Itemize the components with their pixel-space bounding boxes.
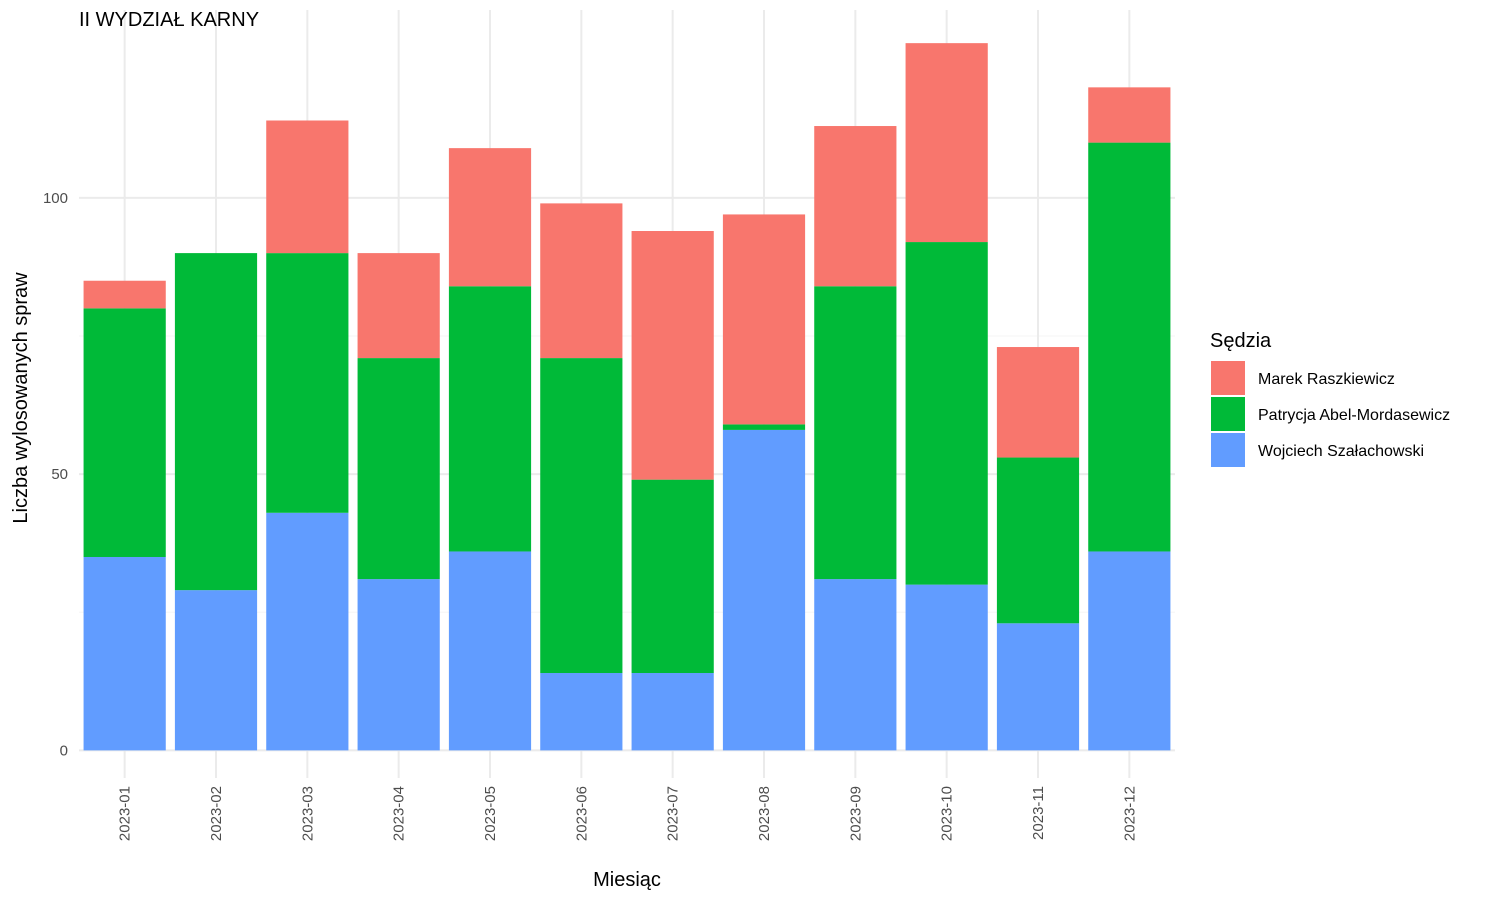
legend-title: Sędzia bbox=[1210, 330, 1272, 352]
bar-segment bbox=[83, 556, 166, 751]
legend-label: Patrycja Abel-Mordasewicz bbox=[1258, 407, 1450, 424]
x-tick-label: 2023-11 bbox=[1030, 786, 1047, 840]
bar-segment bbox=[631, 479, 714, 674]
bars bbox=[83, 43, 1171, 751]
chart-title: II WYDZIAŁ KARNY bbox=[79, 9, 259, 31]
bar-segment bbox=[1088, 87, 1171, 143]
x-tick-label: 2023-04 bbox=[391, 786, 408, 841]
bar-segment bbox=[448, 551, 532, 751]
x-tick-label: 2023-05 bbox=[482, 786, 499, 841]
bar-segment bbox=[814, 286, 897, 580]
bar-segment bbox=[540, 203, 623, 359]
y-tick-label: 0 bbox=[60, 742, 68, 759]
legend-key bbox=[1211, 361, 1245, 395]
y-axis-ticks: 0 50 100 bbox=[43, 190, 68, 760]
bar-segment bbox=[266, 253, 349, 513]
y-tick-label: 100 bbox=[43, 190, 68, 207]
bar-segment bbox=[540, 358, 623, 674]
bar-segment bbox=[83, 280, 166, 309]
x-tick-label: 2023-12 bbox=[1121, 786, 1138, 841]
bar-segment bbox=[83, 308, 166, 557]
x-tick-label: 2023-09 bbox=[847, 786, 864, 841]
bar-segment bbox=[814, 579, 897, 751]
x-axis-ticks: 2023-01 2023-02 2023-03 2023-04 2023-05 2023-… bbox=[117, 786, 1139, 841]
bar-segment bbox=[357, 579, 440, 751]
x-tick-label: 2023-08 bbox=[756, 786, 773, 841]
bar-segment bbox=[631, 673, 714, 751]
bar-segment bbox=[448, 286, 532, 552]
y-axis-title: Liczba wylosowanych spraw bbox=[10, 272, 32, 524]
x-tick-label: 2023-02 bbox=[208, 786, 225, 841]
bar-segment bbox=[905, 43, 988, 243]
x-tick-label: 2023-06 bbox=[573, 786, 590, 841]
bar-segment bbox=[722, 214, 806, 425]
bar-segment bbox=[814, 126, 897, 287]
bar-segment bbox=[996, 623, 1080, 751]
bar-segment bbox=[174, 253, 258, 591]
bar-segment bbox=[722, 424, 806, 430]
bar-segment bbox=[266, 120, 349, 254]
bar-segment bbox=[905, 242, 988, 585]
x-tick-label: 2023-07 bbox=[665, 786, 682, 841]
x-tick-label: 2023-10 bbox=[939, 786, 956, 841]
bar-segment bbox=[722, 429, 806, 751]
y-tick-label: 50 bbox=[51, 466, 68, 483]
x-tick-label: 2023-01 bbox=[117, 786, 134, 841]
legend-label: Marek Raszkiewicz bbox=[1258, 371, 1395, 388]
bar-segment bbox=[266, 512, 349, 751]
bar-segment bbox=[174, 590, 258, 751]
bar-segment bbox=[996, 457, 1080, 624]
bar-segment bbox=[357, 358, 440, 580]
bar-segment bbox=[540, 673, 623, 751]
legend-key bbox=[1211, 433, 1245, 467]
x-tick-label: 2023-03 bbox=[299, 786, 316, 841]
bar-segment bbox=[1088, 142, 1171, 552]
bar-segment bbox=[631, 231, 714, 480]
bar-segment bbox=[905, 584, 988, 751]
bar-segment bbox=[1088, 551, 1171, 751]
bar-segment bbox=[357, 253, 440, 359]
legend-label: Wojciech Szałachowski bbox=[1258, 443, 1424, 460]
x-axis-title: Miesiąc bbox=[593, 869, 661, 891]
bar-segment bbox=[996, 347, 1080, 458]
legend-key bbox=[1211, 397, 1245, 431]
bar-segment bbox=[448, 148, 532, 287]
legend: Sędzia Marek Raszkiewicz Patrycja Abel-Mo… bbox=[1210, 330, 1450, 467]
